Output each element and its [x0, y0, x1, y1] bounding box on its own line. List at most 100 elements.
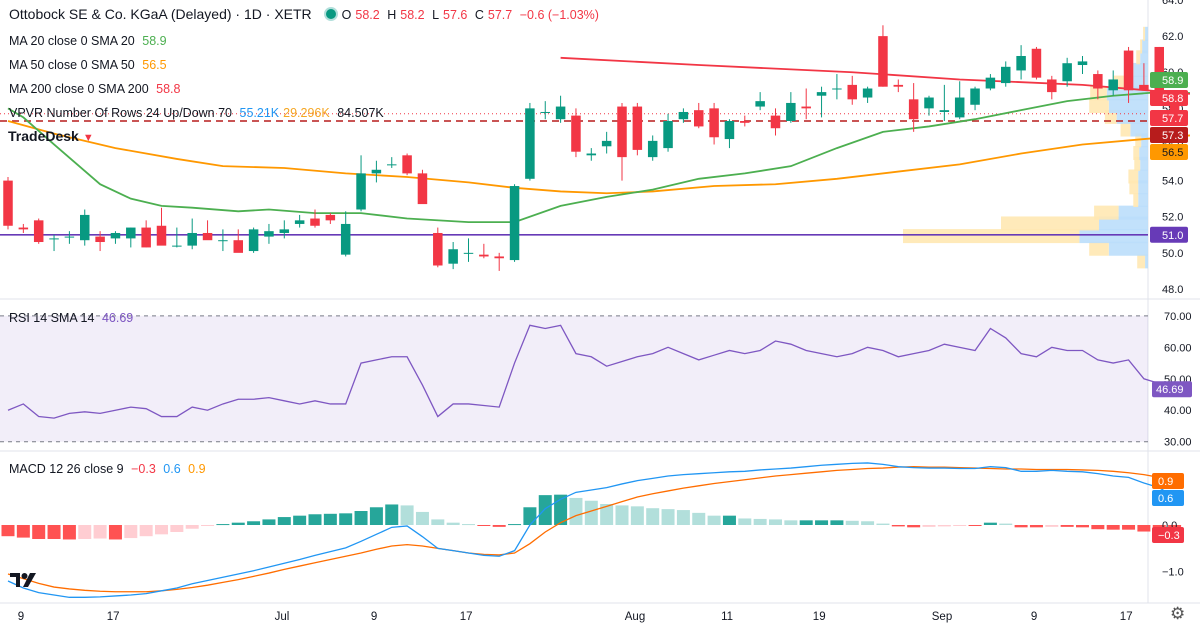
volume-profile-down-bar — [1137, 254, 1146, 269]
rsi-legend[interactable]: RSI 14 SMA 14 46.69 — [9, 311, 137, 325]
candle-body — [1169, 104, 1180, 114]
candle-body — [264, 231, 274, 237]
candle-body — [172, 245, 182, 247]
candle-body — [356, 173, 366, 210]
macd-histogram-bar — [339, 513, 353, 525]
macd-histogram-bar — [922, 525, 936, 527]
macd-histogram-bar — [907, 525, 921, 528]
candle-body — [970, 88, 980, 105]
price-axis-label-text: 58.9 — [1162, 75, 1183, 87]
vpvr-total-value: 84.507K — [337, 106, 384, 120]
ma200-label: MA 200 close 0 SMA 200 — [9, 82, 149, 96]
candle-body — [724, 121, 735, 140]
candle-body — [786, 102, 796, 122]
macd-histogram-bar — [968, 525, 982, 526]
candle-body — [601, 140, 612, 147]
candle-body — [525, 108, 535, 179]
ma50-legend[interactable]: MA 50 close 0 SMA 50 56.5 — [9, 58, 171, 72]
rsi-axis-tick-label: 30.00 — [1164, 437, 1192, 449]
price-axis-label-close — [1150, 110, 1188, 126]
macd-line-axis-label-text: 0.6 — [1158, 493, 1173, 505]
symbol-header[interactable]: Ottobock SE & Co. KGaA (Delayed) · 1D · … — [9, 6, 607, 22]
macd-histogram-bar — [538, 495, 552, 525]
rsi-axis-label — [1152, 381, 1192, 398]
tradedesk-watermark[interactable]: TradeDesk ▼ — [8, 128, 94, 144]
hline-axis-label-text: 51.0 — [1162, 230, 1183, 242]
candle-body — [555, 106, 566, 120]
macd-histogram-bar — [584, 500, 598, 525]
candle-body — [402, 155, 412, 174]
macd-histogram-bar — [876, 523, 890, 525]
candle-body — [862, 88, 873, 98]
settings-gear-icon[interactable]: ⚙ — [1170, 604, 1186, 623]
symbol-title[interactable]: Ottobock SE & Co. KGaA (Delayed) · 1D · … — [9, 6, 312, 22]
macd-histogram-bar — [477, 525, 491, 526]
vpvr-legend[interactable]: VPVR Number Of Rows 24 Up/Down 70 55.21K… — [9, 106, 388, 120]
volume-profile-down-bar — [1143, 26, 1146, 41]
candle-body — [954, 97, 965, 118]
macd-histogram-bar — [1122, 525, 1136, 530]
candle-body — [141, 227, 151, 248]
macd-line-value: 0.6 — [163, 462, 181, 476]
price-axis-label-text: 56.5 — [1162, 147, 1183, 159]
candle-body — [740, 121, 750, 123]
time-axis-tick-label: 9 — [371, 611, 377, 623]
volume-profile-up-bar — [1140, 50, 1148, 65]
macd-hist-axis-label-text: −0.3 — [1158, 530, 1180, 542]
ma20-legend[interactable]: MA 20 close 0 SMA 20 58.9 — [9, 34, 171, 48]
tradingview-logo-icon[interactable] — [10, 570, 38, 590]
macd-histogram-bar — [170, 525, 184, 532]
price-axis-tick-label: 48.0 — [1162, 284, 1183, 296]
macd-histogram-bar — [830, 520, 844, 525]
macd-line-axis-label — [1152, 490, 1184, 506]
macd-histogram-bar — [799, 520, 813, 525]
macd-histogram-bar — [1137, 525, 1151, 532]
macd-histogram-bar — [1106, 525, 1120, 530]
rsi-axis-tick-label: 70.00 — [1164, 311, 1192, 323]
dropdown-arrow-icon: ▼ — [82, 132, 94, 144]
market-status-icon — [323, 7, 338, 21]
candle-body — [1016, 55, 1026, 71]
macd-histogram-bar — [676, 510, 690, 525]
volume-profile-down-bar — [1136, 50, 1141, 65]
time-axis-tick-label: 19 — [813, 611, 826, 623]
rsi-line — [7, 324, 1175, 419]
candle-body — [908, 99, 919, 120]
candle-body — [49, 238, 59, 240]
macd-histogram-bar — [32, 525, 46, 539]
candle-body — [1062, 63, 1072, 82]
volume-profile-down-bar — [903, 229, 1080, 244]
macd-histogram-bar — [646, 508, 660, 525]
volume-profile-up-bar — [1118, 205, 1148, 220]
volume-profile-up-bar — [1133, 62, 1148, 77]
candle-body — [985, 77, 996, 89]
macd-histogram-bar — [845, 520, 859, 525]
macd-legend[interactable]: MACD 12 26 close 9 −0.3 0.6 0.9 — [9, 462, 210, 476]
macd-histogram-bar — [247, 521, 261, 525]
rsi-axis-label-text: 46.69 — [1156, 384, 1184, 396]
time-axis-tick-label: 17 — [460, 611, 473, 623]
macd-histogram-bar — [953, 525, 967, 526]
macd-histogram-bar — [861, 521, 875, 525]
macd-axis-tick-label: −1.0 — [1162, 567, 1184, 579]
candle-body — [801, 106, 811, 109]
volume-profile-down-bar — [1094, 205, 1119, 220]
time-axis-tick-label: Sep — [932, 611, 952, 623]
volume-profile-down-bar — [1001, 216, 1099, 231]
candle-body — [110, 232, 121, 239]
macd-histogram-bar — [385, 504, 399, 525]
candle-body — [924, 97, 934, 109]
macd-histogram-bar — [722, 515, 736, 525]
candle-body — [632, 106, 643, 150]
low-value: 57.6 — [443, 8, 468, 22]
price-axis-label-ma200 — [1150, 90, 1188, 106]
price-axis-tick-label: 64.0 — [1162, 0, 1183, 7]
macd-histogram-bar — [93, 525, 107, 539]
candle-body — [878, 36, 888, 87]
change-value: −0.6 (−1.03%) — [519, 8, 599, 22]
ma200-legend[interactable]: MA 200 close 0 SMA 200 58.8 — [9, 82, 185, 96]
candle-body — [156, 225, 167, 246]
candle-body — [1108, 79, 1118, 91]
rsi-label: RSI 14 SMA 14 — [9, 311, 95, 325]
